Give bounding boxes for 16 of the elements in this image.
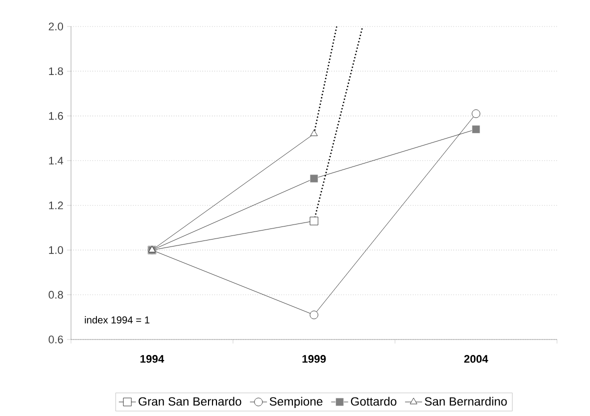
legend-label: San Bernardino xyxy=(424,396,507,406)
x-tick-label: 1999 xyxy=(302,355,326,363)
legend-label: Sempione xyxy=(270,396,322,408)
y-tick-label: 0.6 xyxy=(48,336,63,344)
y-tick-label: 1.2 xyxy=(49,202,63,210)
y-tick-label: 1.0 xyxy=(49,246,64,254)
legend-label: Gran San Bernardo xyxy=(138,396,242,406)
y-tick-label: 2.0 xyxy=(48,22,64,30)
x-tick-label: 1994 xyxy=(140,355,164,363)
y-tick-label: 1.6 xyxy=(49,112,63,120)
y-tick-label: 0.8 xyxy=(48,290,63,299)
y-tick-label: 1.4 xyxy=(49,156,64,164)
annotation: index 1994 = 1 xyxy=(84,316,150,324)
legend-label: Gottardo xyxy=(350,396,396,406)
y-tick-label: 1.8 xyxy=(49,67,63,76)
x-tick-label: 2004 xyxy=(464,355,488,363)
